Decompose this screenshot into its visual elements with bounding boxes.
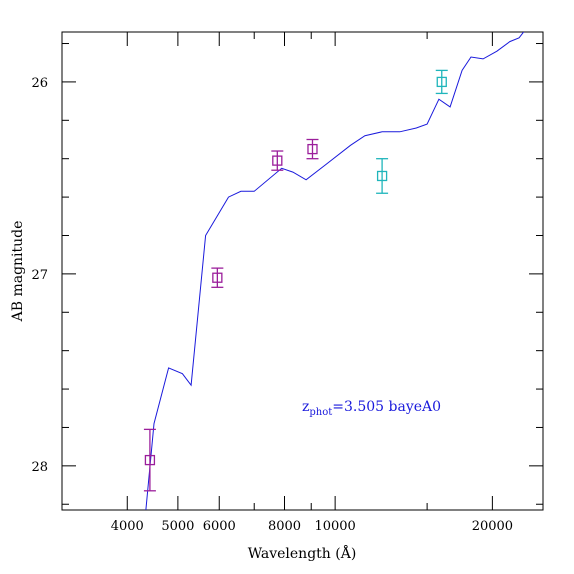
x-tick-label: 10000: [314, 519, 355, 534]
y-tick-label: 28: [31, 460, 48, 475]
point-marker: [376, 170, 388, 182]
data-point: [211, 267, 224, 288]
point-marker: [272, 155, 283, 166]
data-point: [306, 138, 319, 160]
data-point: [376, 158, 389, 194]
y-tick-label: 26: [31, 76, 48, 91]
x-tick-label: 5000: [161, 519, 194, 534]
axis-ticks: [61, 32, 543, 510]
model-sed-line: [145, 32, 525, 510]
annotation-value: =3.505 bayeA0: [332, 399, 441, 415]
annotation-subscript: phot: [309, 407, 332, 418]
data-point: [143, 428, 156, 492]
y-axis-title: AB magnitude: [10, 221, 26, 323]
x-tick-label: 6000: [203, 519, 236, 534]
x-tick-label: 4000: [111, 519, 144, 534]
x-axis-title: Wavelength (Å): [248, 544, 357, 562]
data-point: [435, 69, 448, 95]
photometry-points: [143, 69, 448, 492]
point-marker: [144, 454, 156, 466]
plot-frame: [61, 31, 544, 511]
data-point: [271, 150, 284, 171]
annotation-z: z: [302, 399, 309, 415]
point-marker: [436, 76, 447, 88]
x-tick-label: 8000: [268, 519, 301, 534]
y-tick-label: 27: [31, 268, 48, 283]
point-marker: [307, 143, 318, 155]
x-tick-label: 20000: [472, 519, 513, 534]
y-tick-labels: 26 27 28: [31, 76, 48, 475]
x-tick-labels: 4000 5000 6000 8000 10000 20000: [111, 519, 513, 534]
redshift-annotation: zphot=3.505 bayeA0: [302, 399, 441, 418]
point-marker: [212, 272, 223, 283]
